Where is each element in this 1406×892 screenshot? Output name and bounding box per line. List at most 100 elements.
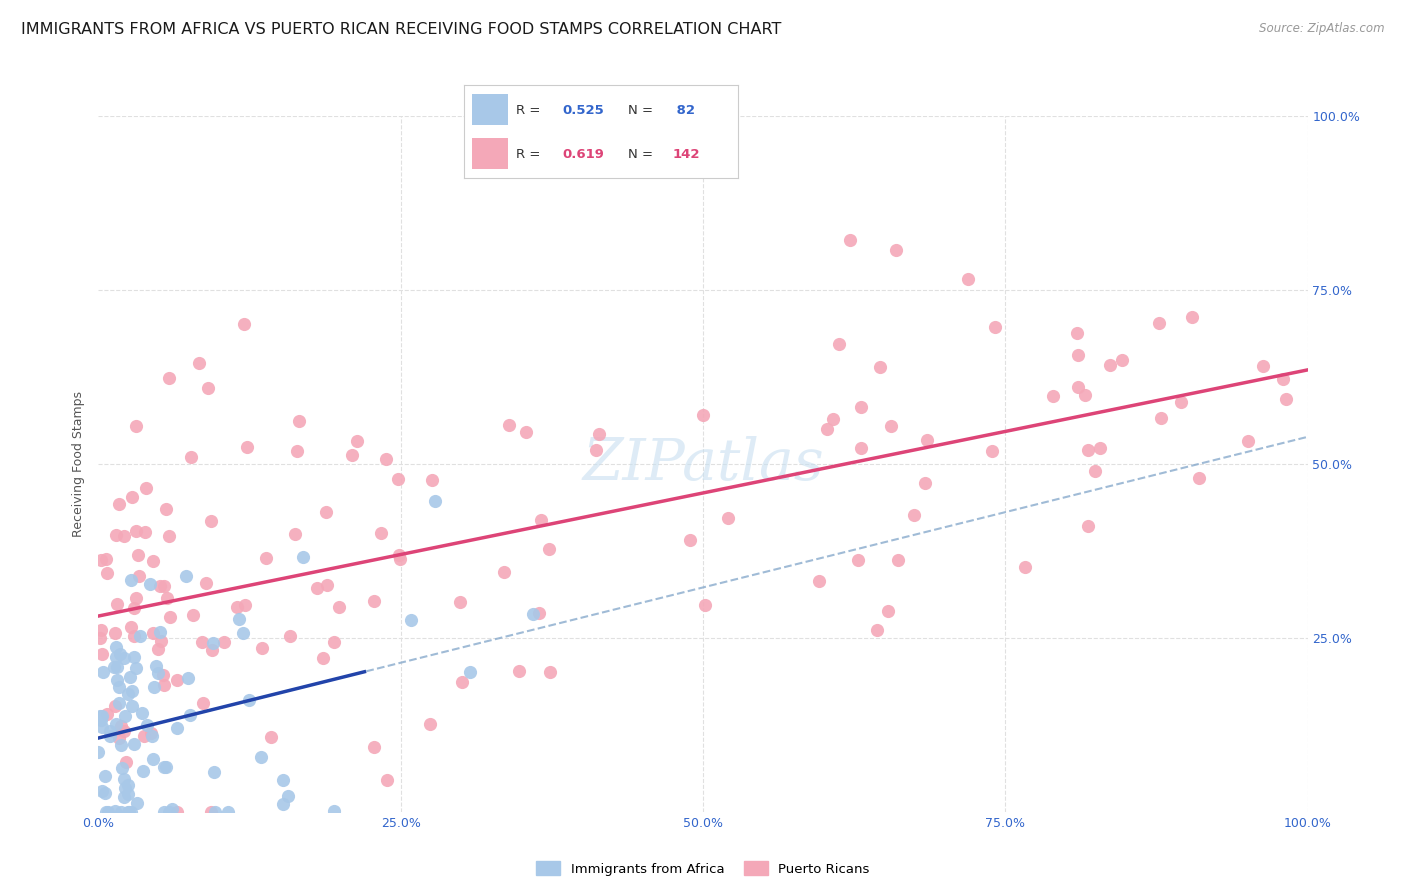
Point [143, 680, 166, 694]
Point [117, 805, 139, 819]
Point [1098, 358, 1121, 372]
Point [1181, 310, 1204, 324]
Point [96, 706, 118, 721]
Point [284, 526, 307, 541]
Point [148, 665, 170, 680]
Text: Source: ZipAtlas.com: Source: ZipAtlas.com [1260, 22, 1385, 36]
Point [886, 243, 908, 257]
Point [112, 789, 135, 804]
Point [114, 708, 136, 723]
Point [363, 739, 385, 754]
Point [846, 553, 869, 567]
Y-axis label: Receiving Food Stamps: Receiving Food Stamps [72, 391, 86, 537]
Point [869, 360, 891, 375]
Point [492, 565, 515, 579]
Point [188, 356, 211, 370]
Point [132, 764, 155, 778]
Point [233, 317, 256, 331]
Point [851, 400, 873, 414]
Point [157, 370, 180, 384]
FancyBboxPatch shape [472, 95, 508, 125]
Point [112, 650, 135, 665]
Point [346, 434, 368, 448]
Point [1147, 316, 1170, 330]
Point [316, 578, 339, 592]
Point [865, 624, 887, 638]
Point [94, 786, 117, 800]
Point [104, 698, 127, 713]
Text: R =: R = [516, 103, 540, 117]
Point [104, 804, 127, 818]
Point [98, 723, 121, 738]
Point [717, 510, 740, 524]
Point [254, 551, 277, 566]
Point [91, 665, 114, 680]
Point [278, 629, 301, 643]
Point [530, 513, 553, 527]
Point [449, 595, 471, 609]
Point [232, 626, 254, 640]
Point [508, 664, 530, 678]
Point [1150, 410, 1173, 425]
Point [166, 722, 188, 736]
Point [200, 805, 222, 819]
Point [693, 598, 716, 612]
Point [157, 529, 180, 543]
Point [125, 524, 148, 538]
Point [103, 660, 125, 674]
Point [692, 409, 714, 423]
Point [128, 629, 150, 643]
Point [498, 417, 520, 432]
Point [136, 717, 159, 731]
Point [159, 610, 181, 624]
Point [108, 696, 131, 710]
Point [128, 569, 150, 583]
Point [120, 805, 142, 819]
Point [91, 708, 114, 723]
Point [104, 626, 127, 640]
Point [117, 787, 139, 801]
Point [89, 631, 111, 645]
Point [328, 599, 350, 614]
Point [399, 613, 422, 627]
Point [375, 772, 398, 787]
Point [1067, 348, 1090, 362]
Point [166, 673, 188, 687]
Point [423, 493, 446, 508]
Point [110, 805, 132, 819]
Point [149, 625, 172, 640]
Point [117, 687, 139, 701]
Point [121, 698, 143, 713]
Point [678, 533, 700, 547]
Point [112, 724, 135, 739]
Point [134, 525, 156, 540]
Point [153, 677, 176, 691]
Point [112, 772, 135, 787]
Point [197, 381, 219, 395]
Point [876, 603, 898, 617]
Text: ZIPatlas: ZIPatlas [582, 435, 824, 492]
Point [107, 597, 129, 611]
Point [235, 440, 257, 454]
Point [1077, 442, 1099, 457]
Point [110, 718, 132, 732]
Point [217, 805, 239, 819]
Point [1272, 372, 1295, 386]
Point [238, 692, 260, 706]
Point [200, 514, 222, 528]
Point [1074, 388, 1097, 402]
Point [887, 553, 910, 567]
Point [139, 577, 162, 591]
Point [110, 761, 132, 775]
Point [451, 674, 474, 689]
Point [153, 805, 176, 819]
Point [124, 629, 146, 643]
Point [285, 444, 308, 458]
Point [1084, 464, 1107, 478]
Point [94, 769, 117, 783]
Point [118, 670, 141, 684]
Point [915, 434, 938, 448]
Point [89, 709, 111, 723]
Point [1077, 518, 1099, 533]
Point [851, 441, 873, 455]
